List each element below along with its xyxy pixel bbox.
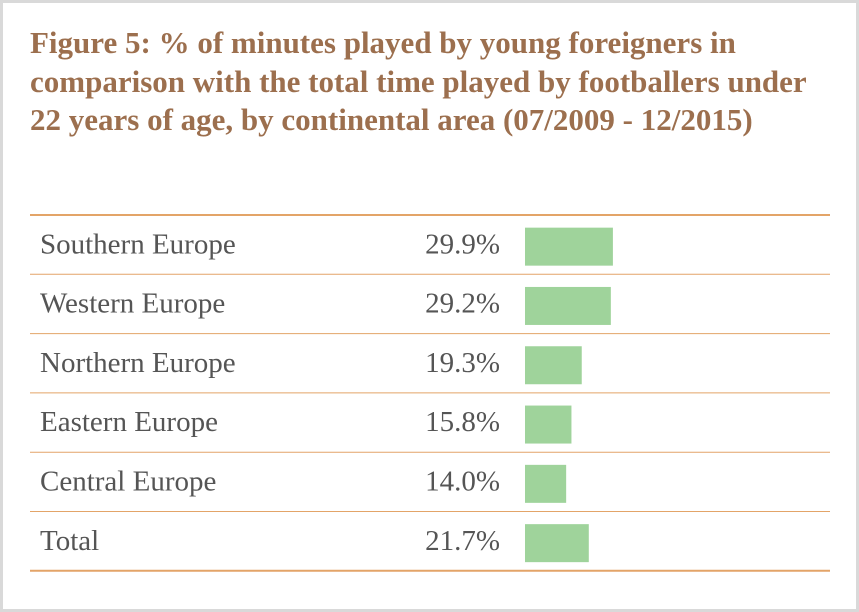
row-label: Western Europe <box>40 288 225 320</box>
bar <box>525 346 582 385</box>
row-label: Northern Europe <box>40 347 236 379</box>
bar <box>525 464 567 503</box>
bar <box>525 405 572 444</box>
value-label: 19.3% <box>425 347 500 379</box>
bar <box>525 524 589 563</box>
value-label: 29.9% <box>425 228 500 260</box>
value-label: 14.0% <box>425 466 500 498</box>
bar <box>525 227 613 266</box>
chart-title: Figure 5: % of minutes played by young f… <box>30 25 807 137</box>
row-label: Southern Europe <box>40 228 236 260</box>
bar <box>525 286 611 325</box>
value-label: 21.7% <box>425 525 500 557</box>
value-label: 29.2% <box>425 288 500 320</box>
value-label: 15.8% <box>425 406 500 438</box>
row-label: Total <box>40 525 99 557</box>
row-label: Eastern Europe <box>40 406 218 438</box>
row-label: Central Europe <box>40 466 216 498</box>
